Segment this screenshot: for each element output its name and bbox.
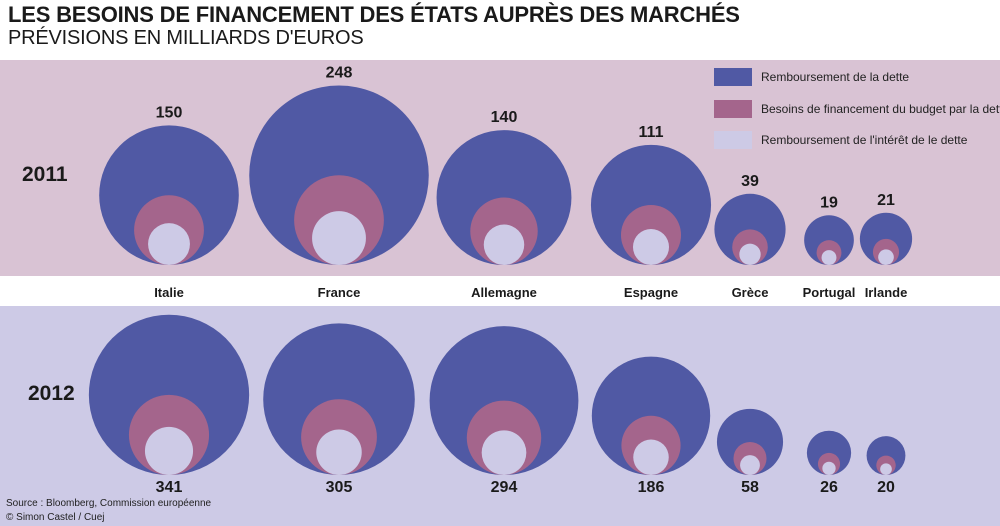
value-label-2012-5: 26 [820,479,838,496]
legend-item-interest-repayment: Remboursement de l'intérêt de le dette [714,131,1000,149]
category-label-6: Irlande [865,285,908,300]
value-label-2011-1: 248 [326,64,353,81]
year-label-2011: 2011 [22,163,68,186]
legend-swatch [714,131,752,149]
legend-label: Remboursement de la dette [761,70,910,84]
value-label-2012-0: 341 [156,479,183,496]
bubble-interest-2012-0 [144,426,194,475]
value-label-2011-4: 39 [741,173,759,190]
category-label-4: Grèce [732,285,769,300]
value-label-2012-1: 305 [326,479,353,496]
value-label-2012-6: 20 [877,479,895,496]
bubble-interest-2011-5 [821,250,837,265]
bubble-interest-2011-2 [483,224,525,265]
bubble-interest-2012-1 [316,429,362,475]
legend-label: Besoins de financement du budget par la … [761,101,1000,116]
bubble-interest-2011-0 [148,223,190,265]
category-label-3: Espagne [624,285,678,300]
chart-subtitle: PRÉVISIONS EN MILLIARDS D'EUROS [8,27,364,49]
value-label-2011-3: 111 [639,124,664,141]
chart-title: LES BESOINS DE FINANCEMENT DES ÉTATS AUP… [8,2,740,27]
bubble-interest-2012-5 [822,461,836,475]
value-label-2012-3: 186 [638,479,665,496]
value-label-2011-5: 19 [820,194,838,211]
legend-swatch [714,99,752,118]
category-label-0: Italie [154,285,184,300]
bubble-interest-2012-6 [880,463,892,475]
year-label-2012: 2012 [28,382,75,405]
legend-item-debt-repayment: Remboursement de la dette [714,68,1000,86]
value-label-2011-0: 150 [156,104,183,121]
category-label-2: Allemagne [471,285,537,300]
bubble-debt-2012-0 [88,314,250,475]
bubble-interest-2012-4 [740,455,760,475]
bubble-interest-2012-2 [481,430,527,475]
category-label-1: France [318,285,361,300]
category-label-5: Portugal [803,285,856,300]
legend-item-budget-financing: Besoins de financement du budget par la … [714,99,1000,118]
bubble-interest-2011-1 [312,211,366,265]
value-label-2011-2: 140 [491,109,518,126]
value-label-2012-2: 294 [491,479,518,496]
value-label-2012-4: 58 [741,479,759,496]
bubble-interest-2011-4 [739,243,761,265]
legend: Remboursement de la dette Besoins de fin… [714,68,1000,163]
legend-swatch [714,68,752,86]
bubble-interest-2011-3 [632,228,670,265]
legend-label: Remboursement de l'intérêt de le dette [761,133,968,147]
bubble-interest-2012-3 [633,439,669,475]
value-label-2011-6: 21 [877,192,895,209]
credit-note: © Simon Castel / Cuej [6,512,105,523]
bubble-interest-2011-6 [878,249,894,265]
source-note: Source : Bloomberg, Commission européenn… [6,498,212,509]
